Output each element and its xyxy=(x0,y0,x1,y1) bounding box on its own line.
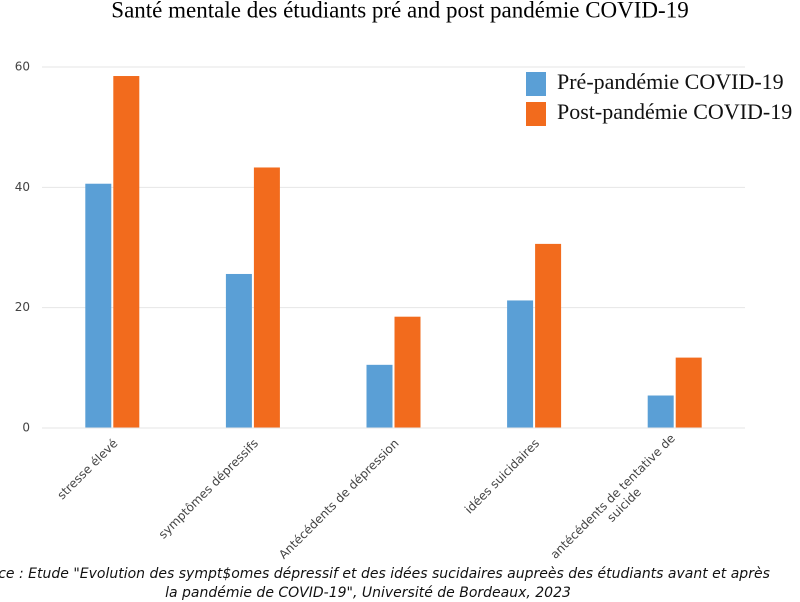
bar xyxy=(507,300,534,428)
x-tick-label: idées suicidaires xyxy=(462,436,542,516)
legend-swatch xyxy=(526,72,546,96)
bar xyxy=(113,76,140,429)
y-tick-label: 20 xyxy=(15,300,30,314)
bar xyxy=(647,395,674,428)
bar xyxy=(675,357,702,428)
bar xyxy=(366,364,393,428)
x-tick-label: symptômes dépressifs xyxy=(156,436,261,541)
x-tick-label: stresse élevé xyxy=(54,436,120,502)
legend-swatch xyxy=(526,102,546,126)
y-tick-label: 0 xyxy=(22,421,30,435)
x-tick-label: Antécédents de dépression xyxy=(276,436,402,562)
bar xyxy=(253,167,280,428)
x-tick-label: antécédents de tentative desuicide xyxy=(548,431,688,571)
y-tick-label: 60 xyxy=(15,60,30,74)
source-note: Source : Etude "Evolution des sympt$omes… xyxy=(0,566,770,582)
x-tick-label-line: antécédents de tentative de xyxy=(548,431,678,561)
source-note: la pandémie de COVID-19", Université de … xyxy=(165,585,571,601)
legend-label: Pré-pandémie COVID-19 xyxy=(557,69,784,94)
bar xyxy=(394,316,421,428)
bar xyxy=(85,183,112,428)
bar xyxy=(225,273,252,428)
y-tick-label: 40 xyxy=(15,180,30,194)
legend-label: Post-pandémie COVID-19 xyxy=(557,99,792,124)
chart-title: Santé mentale des étudiants pré and post… xyxy=(111,0,688,22)
bar xyxy=(535,243,562,428)
